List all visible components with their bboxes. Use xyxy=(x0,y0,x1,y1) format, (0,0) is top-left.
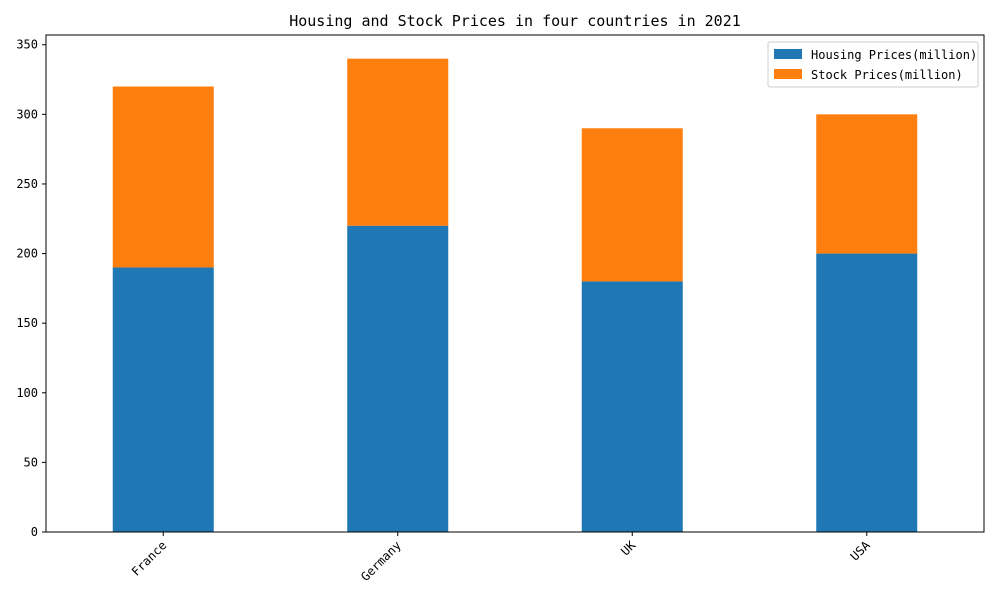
chart-title: Housing and Stock Prices in four countri… xyxy=(289,12,741,30)
legend-label-series-2: Stock Prices(million) xyxy=(811,68,963,82)
y-tick-label: 50 xyxy=(24,455,38,469)
bar-usa-series-2 xyxy=(816,114,918,254)
y-tick-label: 250 xyxy=(16,177,38,191)
x-tick-label: USA xyxy=(848,538,874,564)
bar-usa-series-1 xyxy=(816,253,918,532)
bar-france-series-2 xyxy=(112,86,214,268)
y-tick-label: 150 xyxy=(16,316,38,330)
bar-germany-series-2 xyxy=(347,58,449,226)
legend-label-series-1: Housing Prices(million) xyxy=(811,48,977,62)
y-axis: 0 50 100 150 200 250 300 350 xyxy=(16,38,46,539)
y-tick-label: 0 xyxy=(31,525,38,539)
legend-swatch-series-1 xyxy=(774,49,802,59)
bars-group xyxy=(112,58,918,533)
x-tick-label: France xyxy=(129,538,170,579)
x-tick-label: UK xyxy=(618,538,639,559)
bar-uk-series-1 xyxy=(581,281,683,532)
x-axis: France Germany UK USA xyxy=(129,532,874,584)
bar-germany-series-1 xyxy=(347,225,449,533)
y-tick-label: 200 xyxy=(16,247,38,261)
legend: Housing Prices(million) Stock Prices(mill… xyxy=(767,41,979,88)
bar-france-series-1 xyxy=(112,267,214,532)
legend-box xyxy=(767,41,979,88)
bar-uk-series-2 xyxy=(581,128,683,282)
legend-swatch-series-2 xyxy=(774,69,802,79)
y-tick-label: 100 xyxy=(16,386,38,400)
x-tick-label: Germany xyxy=(358,538,404,584)
plot-frame xyxy=(45,34,985,533)
y-tick-label: 300 xyxy=(16,107,38,121)
y-tick-label: 350 xyxy=(16,38,38,52)
